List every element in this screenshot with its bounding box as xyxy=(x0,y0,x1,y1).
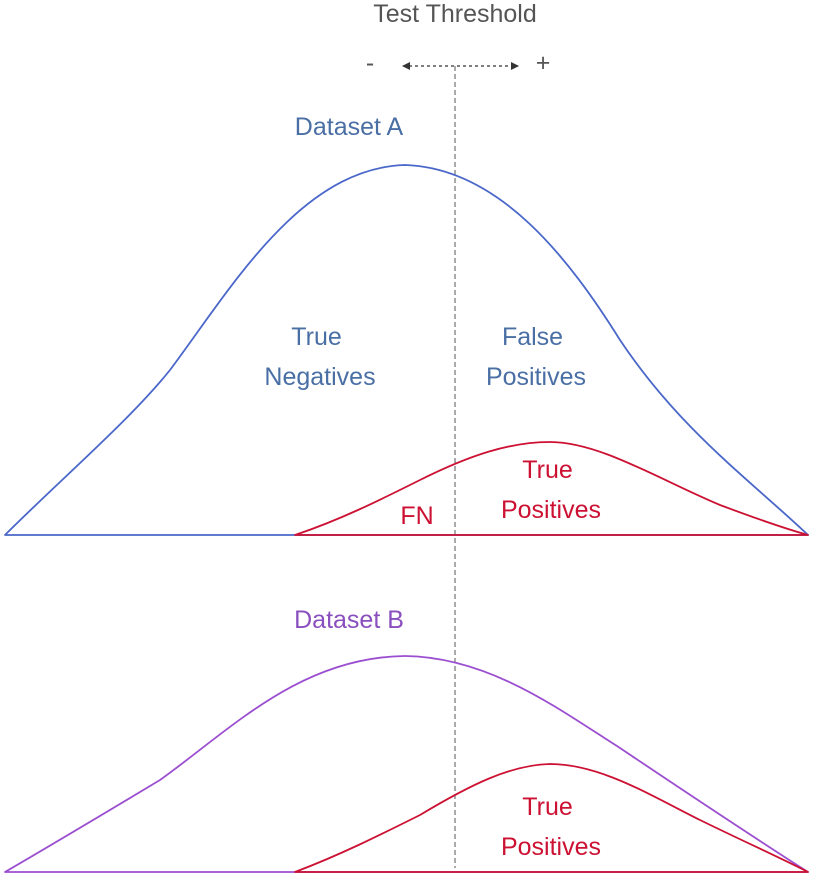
dataset-b-true-positives-line1: True xyxy=(522,793,572,821)
threshold-minus-label: - xyxy=(366,49,374,77)
dataset-a-curve xyxy=(4,164,809,536)
dataset-b-curve xyxy=(4,655,809,873)
false-negatives-label: FN xyxy=(400,502,433,530)
dataset-a-positive-curve xyxy=(294,441,809,536)
threshold-title: Test Threshold xyxy=(373,0,537,28)
true-negatives-label: True Negatives xyxy=(264,323,375,391)
false-positives-line1: False xyxy=(502,323,563,351)
true-negatives-line2: Negatives xyxy=(264,363,375,391)
false-positives-label: False Positives xyxy=(486,323,586,391)
dataset-a-true-positives-label: True Positives xyxy=(501,456,601,524)
dataset-b-title: Dataset B xyxy=(294,606,404,634)
dataset-a-true-positives-line2: Positives xyxy=(501,496,601,524)
false-positives-line2: Positives xyxy=(486,363,586,391)
dataset-b-true-positives-label: True Positives xyxy=(501,793,601,861)
dataset-a-true-positives-line1: True xyxy=(522,456,572,484)
true-negatives-line1: True xyxy=(291,323,341,351)
dataset-b-true-positives-line2: Positives xyxy=(501,833,601,861)
dataset-a-title: Dataset A xyxy=(295,113,404,141)
threshold-plus-label: + xyxy=(536,49,551,77)
dataset-b-positive-curve xyxy=(294,763,809,873)
